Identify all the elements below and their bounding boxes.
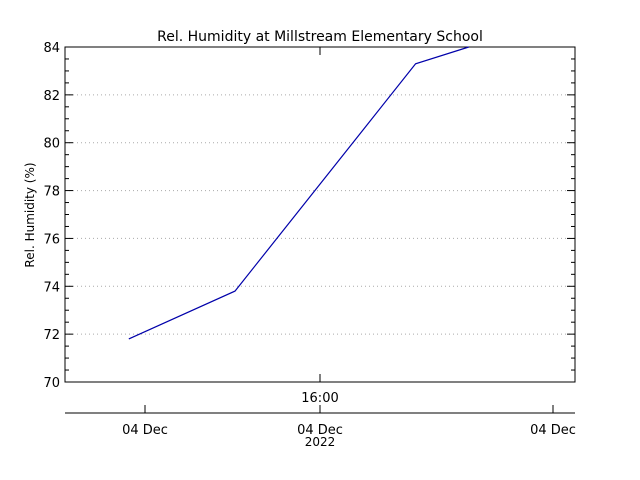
series-lines xyxy=(128,46,469,340)
date-axis-ticks: 04 Dec 04 Dec 04 Dec xyxy=(122,405,576,438)
x-time-tick-label: 16:00 xyxy=(301,391,338,406)
y-tick-label: 72 xyxy=(43,328,60,343)
chart-title: Rel. Humidity at Millstream Elementary S… xyxy=(157,29,483,45)
y-tick-label: 80 xyxy=(43,137,60,152)
date-tick-label: 04 Dec xyxy=(297,423,343,438)
grid-lines xyxy=(65,94,575,335)
y-tick-label: 70 xyxy=(43,376,60,391)
y-axis-ticks: 70 72 74 76 78 80 82 84 xyxy=(43,41,575,391)
date-tick-label: 04 Dec xyxy=(530,423,576,438)
y-tick-label: 76 xyxy=(43,232,60,247)
date-tick-label: 04 Dec xyxy=(122,423,168,438)
y-axis-label: Rel. Humidity (%) xyxy=(23,162,37,267)
x-axis-inner-ticks: 16:00 xyxy=(301,47,339,406)
y-tick-label: 74 xyxy=(43,280,60,295)
y-tick-label: 82 xyxy=(43,89,60,104)
y-tick-label: 84 xyxy=(43,41,60,56)
humidity-series-line xyxy=(128,46,469,340)
x-year-label: 2022 xyxy=(305,435,336,449)
plot-frame xyxy=(64,46,576,383)
y-tick-label: 78 xyxy=(43,185,60,200)
